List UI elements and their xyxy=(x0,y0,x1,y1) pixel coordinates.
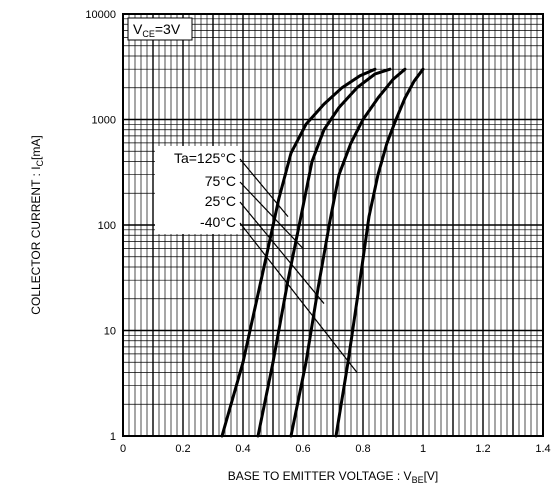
annotation-leader-line xyxy=(239,158,289,218)
annotation-label: Ta=125°C xyxy=(174,150,236,166)
y-tick-label: 100 xyxy=(98,220,116,232)
y-axis-title-main: COLLECTOR CURRENT : I xyxy=(29,166,43,314)
x-axis-title-main: BASE TO EMITTER VOLTAGE : V xyxy=(228,469,412,483)
x-tick-label: 1.2 xyxy=(475,443,490,455)
y-tick-labels: 1 10 100 1000 10000 xyxy=(85,9,116,443)
x-axis-title-sub: BE xyxy=(412,475,424,485)
condition-sub: CE xyxy=(142,29,155,39)
y-tick-label: 10000 xyxy=(85,9,116,21)
x-tick-label: 1 xyxy=(420,443,426,455)
x-axis-title: BASE TO EMITTER VOLTAGE : VBE[V] xyxy=(228,469,439,485)
y-tick-label: 1000 xyxy=(92,115,116,127)
condition-label: VCE=3V xyxy=(133,21,181,39)
x-axis-title-tail: [V] xyxy=(424,469,439,483)
x-tick-label: 0 xyxy=(120,443,126,455)
x-tick-label: 0.6 xyxy=(295,443,310,455)
condition-main: V xyxy=(133,21,143,37)
x-tick-label: 0.8 xyxy=(355,443,370,455)
y-axis-title: COLLECTOR CURRENT : IC[mA] xyxy=(29,135,45,314)
x-tick-label: 1.4 xyxy=(535,443,550,455)
annotation-layer: Ta=125°C 75°C 25°C -40°C xyxy=(155,146,358,373)
annotation-leader-line xyxy=(239,222,358,373)
annotation-label-background xyxy=(155,146,240,234)
series-line-0 xyxy=(220,67,377,438)
y-tick-label: 10 xyxy=(104,326,116,338)
y-axis-title-tail: [mA] xyxy=(29,135,43,160)
y-tick-label: 1 xyxy=(110,431,116,443)
series-line-2 xyxy=(289,67,407,438)
condition-box xyxy=(127,17,193,41)
y-axis-title-sub: C xyxy=(35,159,45,166)
x-tick-label: 0.4 xyxy=(235,443,250,455)
series-line-3 xyxy=(334,67,425,438)
plot-frame xyxy=(122,13,544,437)
condition-tail: =3V xyxy=(155,21,181,37)
series-layer xyxy=(220,67,425,438)
annotation-label: 25°C xyxy=(205,193,236,209)
annotation-leader-line xyxy=(239,181,304,249)
x-tick-labels: 0 0.2 0.4 0.6 0.8 1 1.2 1.4 xyxy=(120,443,551,455)
annotation-label: -40°C xyxy=(200,214,236,230)
series-line-1 xyxy=(256,67,392,438)
annotation-label: 75°C xyxy=(205,173,236,189)
x-tick-label: 0.2 xyxy=(175,443,190,455)
annotation-leader-line xyxy=(239,201,325,304)
